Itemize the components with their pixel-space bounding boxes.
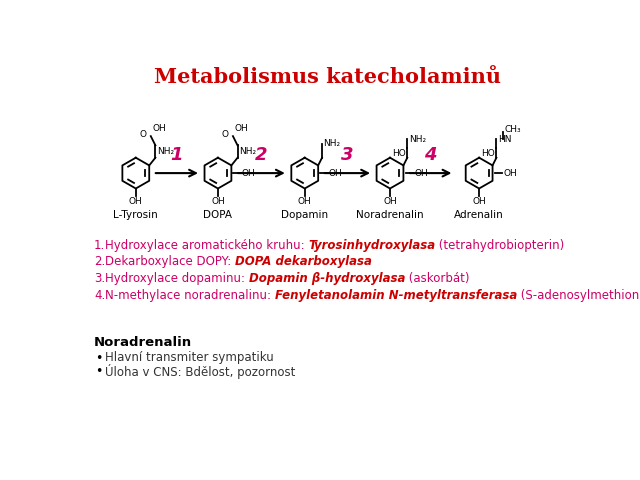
Text: 4: 4 (424, 146, 437, 164)
Text: OH: OH (503, 168, 517, 178)
Text: OH: OH (329, 168, 342, 178)
Text: CH₃: CH₃ (505, 125, 522, 134)
Text: Adrenalin: Adrenalin (454, 210, 504, 220)
Text: Hydroxylace dopaminu:: Hydroxylace dopaminu: (105, 273, 248, 286)
Text: NH₂: NH₂ (324, 139, 340, 148)
Text: Dopamin β-hydroxylasa: Dopamin β-hydroxylasa (248, 273, 405, 286)
Text: Hlavní transmiter sympatiku: Hlavní transmiter sympatiku (105, 351, 273, 364)
Text: DOPA dekarboxylasa: DOPA dekarboxylasa (235, 255, 372, 268)
Text: Úloha v CNS: Bdělost, pozornost: Úloha v CNS: Bdělost, pozornost (105, 364, 295, 379)
Text: HO: HO (481, 149, 495, 157)
Text: (tetrahydrobiopterin): (tetrahydrobiopterin) (435, 239, 564, 252)
Text: Dekarboxylace DOPY:: Dekarboxylace DOPY: (105, 255, 235, 268)
Text: 1.: 1. (94, 239, 105, 252)
Text: Noradrenalin: Noradrenalin (356, 210, 424, 220)
Text: •: • (95, 352, 102, 365)
Text: OH: OH (414, 168, 428, 178)
Text: Tyrosinhydroxylasa: Tyrosinhydroxylasa (308, 239, 435, 252)
Text: (askorbát): (askorbát) (405, 273, 469, 286)
Text: DOPA: DOPA (204, 210, 232, 220)
Text: OH: OH (211, 197, 225, 206)
Text: OH: OH (383, 197, 397, 206)
Text: Noradrenalin: Noradrenalin (94, 336, 192, 349)
Text: O: O (221, 130, 228, 139)
Text: 3.: 3. (94, 273, 105, 286)
Text: Fenyletanolamin N-metyltransferasa: Fenyletanolamin N-metyltransferasa (275, 289, 517, 302)
Text: 1: 1 (171, 146, 183, 164)
Text: 4.: 4. (94, 289, 105, 302)
Text: OH: OH (152, 124, 166, 133)
Text: NH₂: NH₂ (239, 147, 256, 156)
Text: 3: 3 (341, 146, 354, 164)
Text: L-Tyrosin: L-Tyrosin (113, 210, 158, 220)
Text: OH: OH (234, 124, 248, 133)
Text: OH: OH (298, 197, 312, 206)
Text: NH₂: NH₂ (157, 147, 174, 156)
Text: HN: HN (498, 135, 511, 144)
Text: Hydroxylace aromatického kruhu:: Hydroxylace aromatického kruhu: (105, 239, 308, 252)
Text: N-methylace noradrenalinu:: N-methylace noradrenalinu: (105, 289, 275, 302)
Text: OH: OH (129, 197, 143, 206)
Text: O: O (139, 130, 146, 139)
Text: (S-adenosylmethionin): (S-adenosylmethionin) (517, 289, 640, 302)
Text: Dopamin: Dopamin (281, 210, 328, 220)
Text: NH₂: NH₂ (409, 135, 426, 144)
Text: HO: HO (392, 149, 406, 157)
Text: •: • (95, 365, 102, 378)
Text: OH: OH (242, 168, 256, 178)
Text: 2: 2 (255, 146, 268, 164)
Text: OH: OH (472, 197, 486, 206)
Text: 2.: 2. (94, 255, 105, 268)
Text: Metabolismus katecholaminů: Metabolismus katecholaminů (154, 67, 502, 87)
